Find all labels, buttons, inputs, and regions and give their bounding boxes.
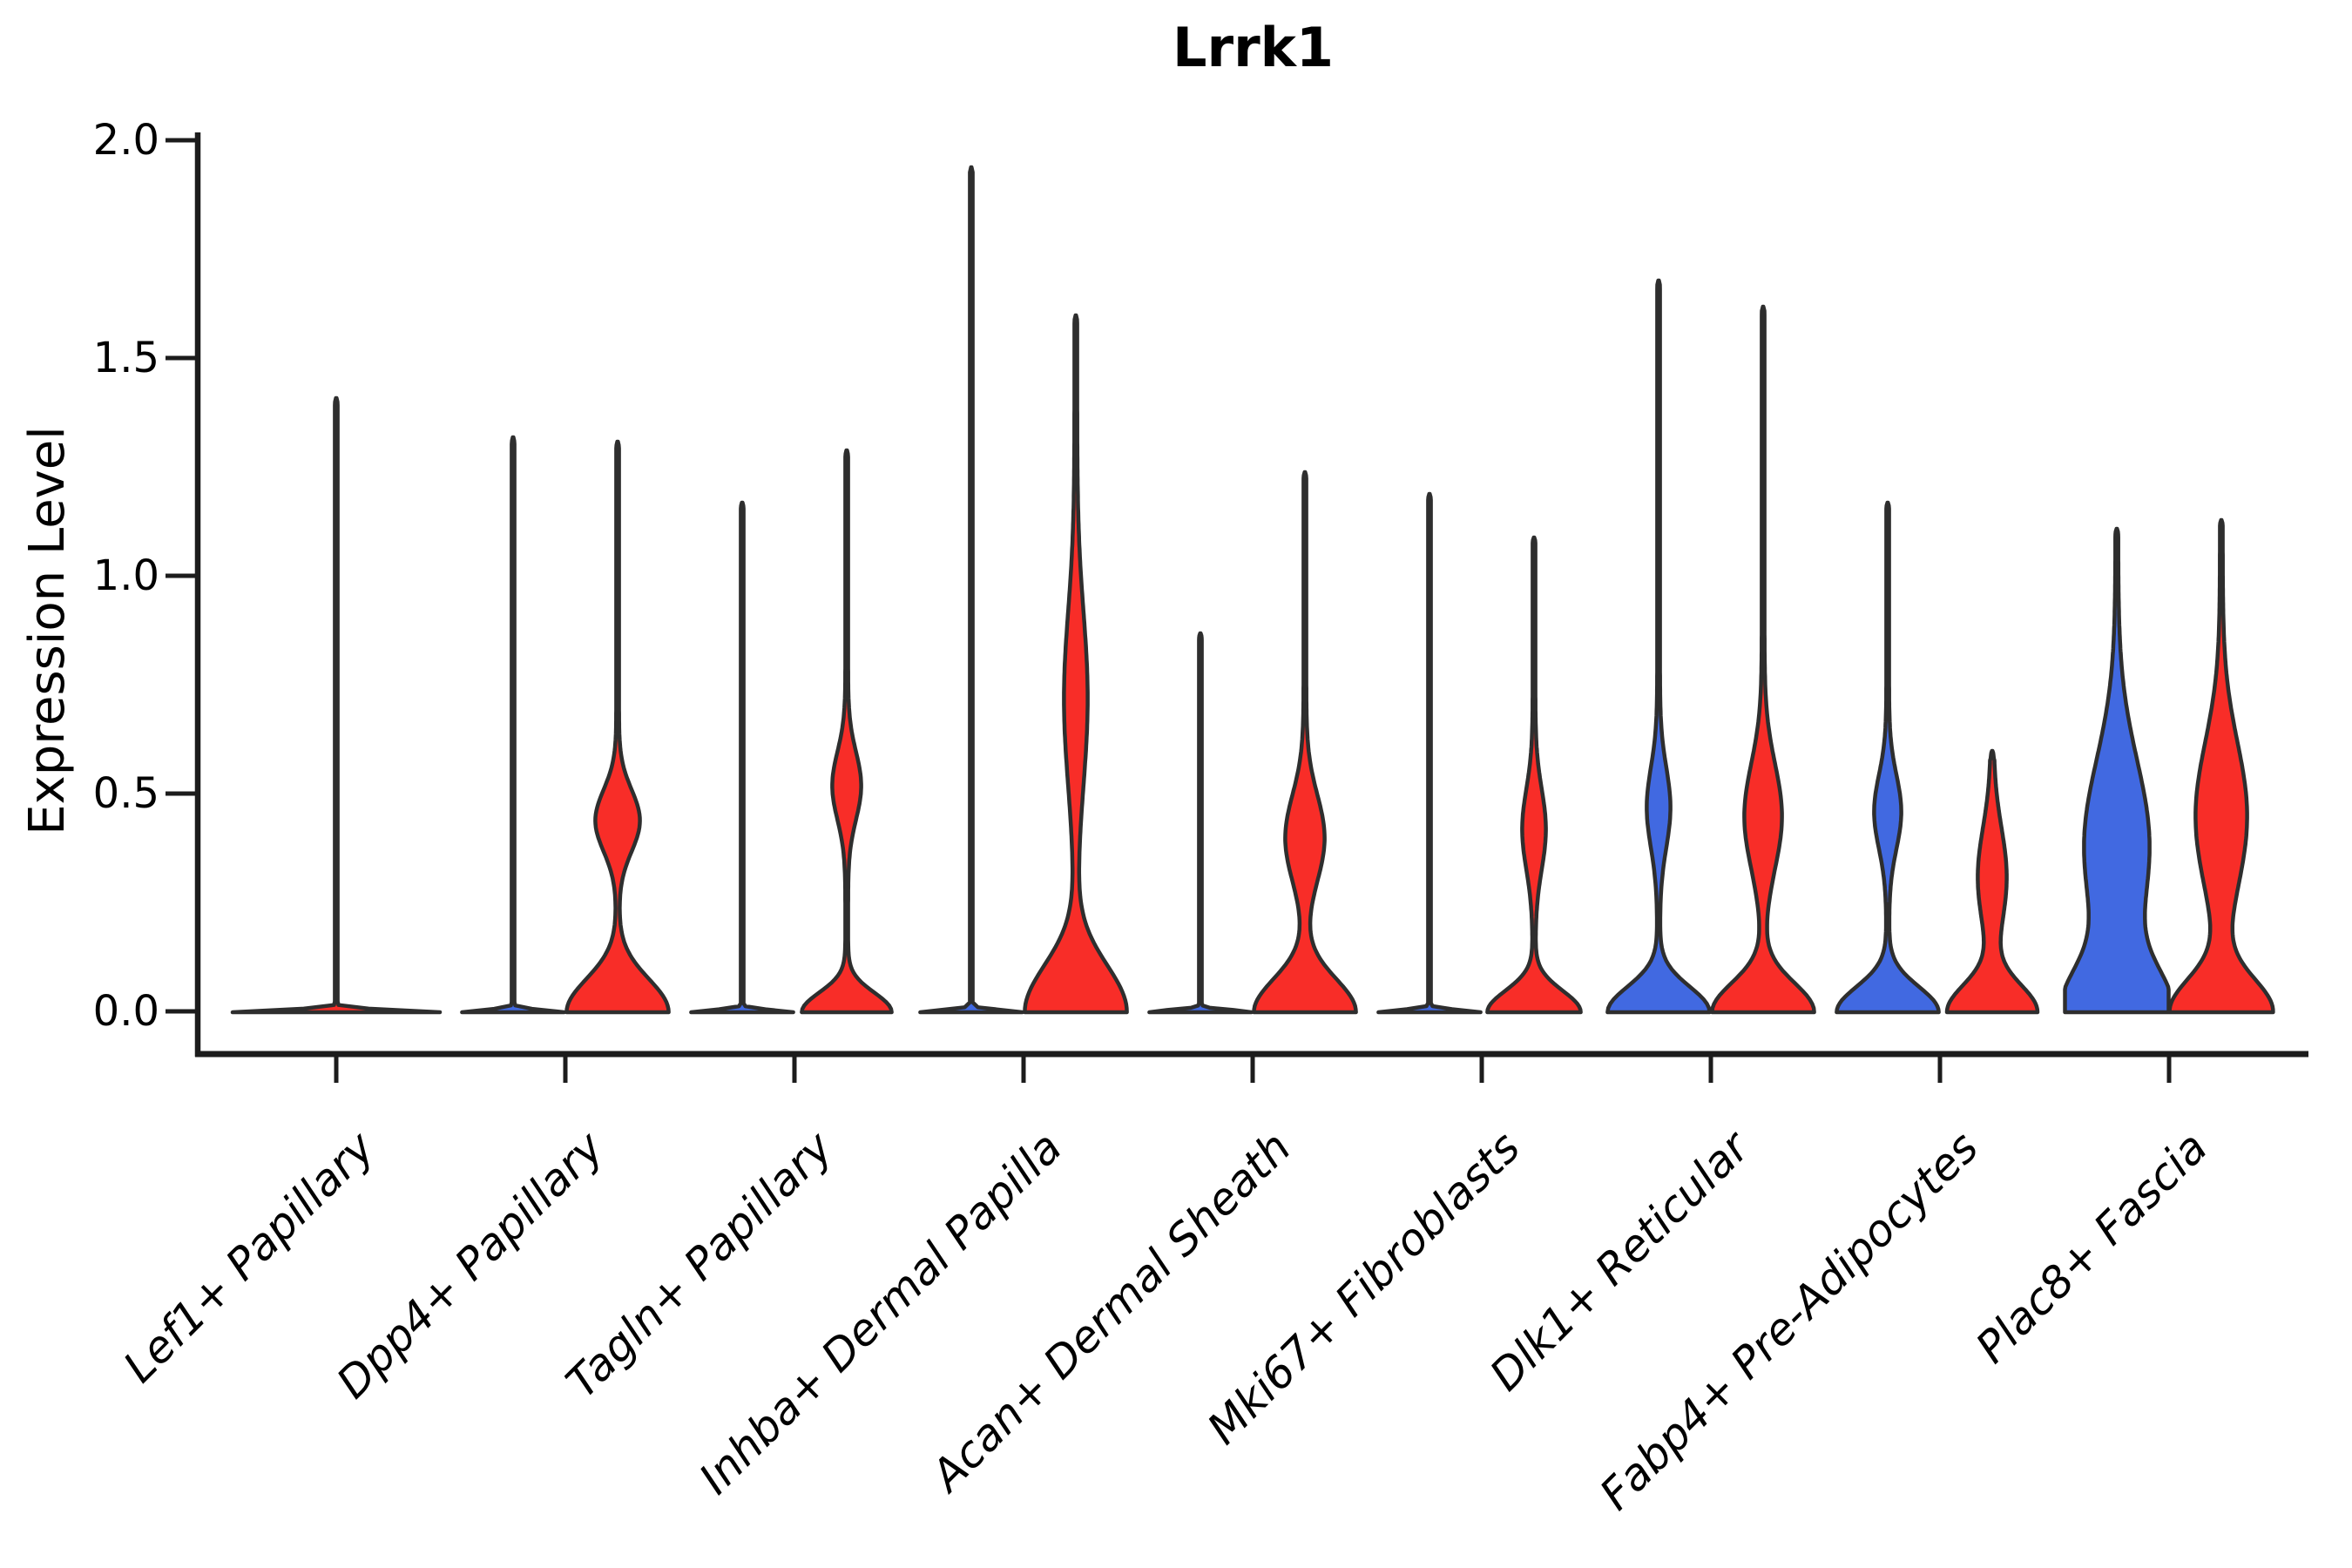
violin-red: [1944, 748, 2040, 1015]
violin-blue: [689, 500, 795, 1015]
violin-red: [1485, 535, 1583, 1015]
y-tick-label: 1.0: [92, 551, 159, 600]
violin-blue: [1835, 500, 1941, 1015]
y-tick-label: 0.5: [92, 769, 159, 818]
y-tick-label: 0.0: [92, 987, 159, 1036]
violin-red: [1710, 304, 1816, 1015]
violin-blue: [1605, 278, 1712, 1015]
violin-blue: [460, 435, 566, 1015]
plot-title: Lrrk1: [1172, 16, 1335, 79]
violin-red: [230, 395, 443, 1015]
violin-red: [1023, 313, 1129, 1015]
violin-blue: [1147, 631, 1254, 1015]
y-tick-label: 1.5: [92, 334, 159, 382]
violin-red: [564, 439, 671, 1015]
violin-blue: [1376, 491, 1483, 1015]
y-tick-label: 2.0: [92, 116, 159, 165]
violin-blue: [918, 165, 1024, 1015]
violin-blue: [2063, 526, 2171, 1015]
violin-red: [1252, 470, 1358, 1015]
violin-red: [2167, 517, 2275, 1015]
violin-red: [800, 448, 894, 1015]
